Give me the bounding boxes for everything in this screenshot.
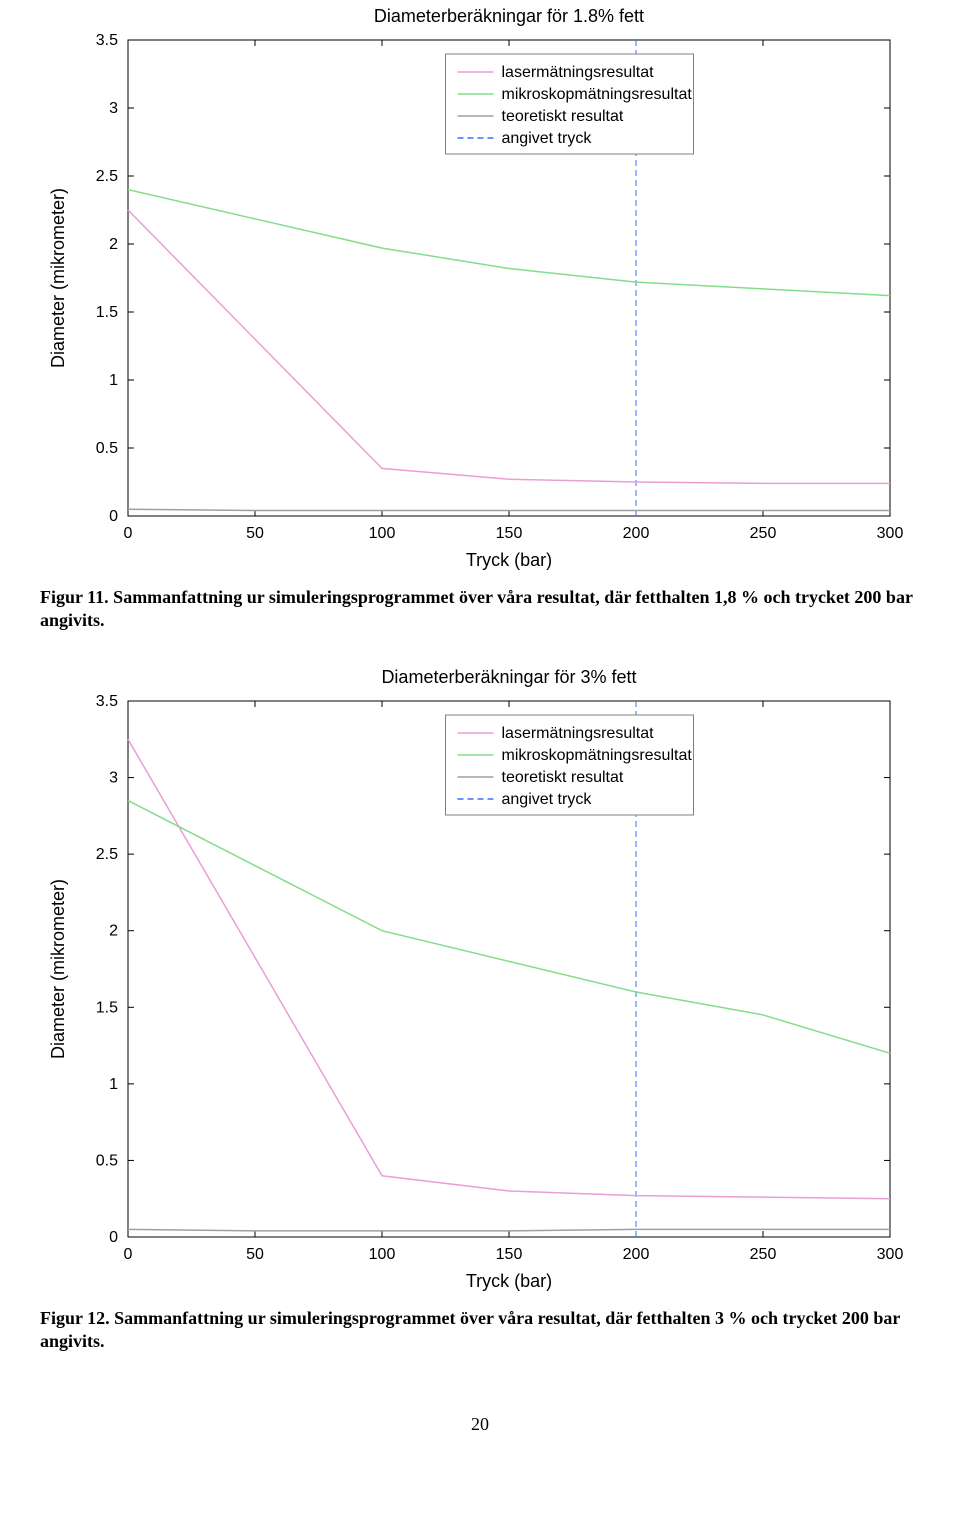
svg-text:250: 250 bbox=[750, 525, 777, 542]
svg-text:150: 150 bbox=[496, 1246, 523, 1263]
chart-2-caption: Figur 12. Sammanfattning ur simuleringsp… bbox=[40, 1307, 920, 1354]
svg-text:mikroskopmätningsresultat: mikroskopmätningsresultat bbox=[502, 86, 693, 103]
svg-text:Tryck (bar): Tryck (bar) bbox=[466, 550, 552, 570]
svg-text:1: 1 bbox=[109, 372, 118, 389]
svg-text:150: 150 bbox=[496, 525, 523, 542]
svg-text:0: 0 bbox=[109, 1229, 118, 1246]
svg-text:2: 2 bbox=[109, 236, 118, 253]
svg-text:teoretiskt resultat: teoretiskt resultat bbox=[502, 108, 624, 125]
chart-1-caption: Figur 11. Sammanfattning ur simuleringsp… bbox=[40, 586, 920, 633]
svg-text:1: 1 bbox=[109, 1076, 118, 1093]
svg-text:100: 100 bbox=[369, 1246, 396, 1263]
svg-text:250: 250 bbox=[750, 1246, 777, 1263]
svg-text:0.5: 0.5 bbox=[96, 440, 118, 457]
svg-text:50: 50 bbox=[246, 1246, 264, 1263]
svg-text:mikroskopmätningsresultat: mikroskopmätningsresultat bbox=[502, 747, 693, 764]
svg-text:200: 200 bbox=[623, 525, 650, 542]
svg-text:100: 100 bbox=[369, 525, 396, 542]
svg-text:3: 3 bbox=[109, 769, 118, 786]
svg-text:0: 0 bbox=[109, 508, 118, 525]
svg-text:2.5: 2.5 bbox=[96, 846, 118, 863]
svg-text:Diameterberäkningar för 3% fet: Diameterberäkningar för 3% fett bbox=[381, 667, 636, 687]
svg-text:300: 300 bbox=[877, 1246, 904, 1263]
svg-text:3.5: 3.5 bbox=[96, 693, 118, 710]
svg-text:200: 200 bbox=[623, 1246, 650, 1263]
chart-2: 0 50 100 150 200 250 300 0 0.5 1 1.5 2 2.5 3 3.5 Diamet… bbox=[40, 661, 920, 1301]
svg-text:0.5: 0.5 bbox=[96, 1152, 118, 1169]
svg-text:50: 50 bbox=[246, 525, 264, 542]
chart-1: 0 50 100 150 200 250 300 0 0.5 1 1.5 2 2.5 3 3.5 Diamet… bbox=[40, 0, 920, 580]
svg-text:lasermätningsresultat: lasermätningsresultat bbox=[502, 725, 655, 742]
svg-text:angivet tryck: angivet tryck bbox=[502, 791, 593, 808]
svg-text:Tryck (bar): Tryck (bar) bbox=[466, 1271, 552, 1291]
svg-text:0: 0 bbox=[124, 525, 133, 542]
svg-text:3: 3 bbox=[109, 100, 118, 117]
svg-text:3.5: 3.5 bbox=[96, 32, 118, 49]
svg-text:1.5: 1.5 bbox=[96, 999, 118, 1016]
svg-text:Diameterberäkningar för 1.8% f: Diameterberäkningar för 1.8% fett bbox=[374, 6, 644, 26]
svg-text:1.5: 1.5 bbox=[96, 304, 118, 321]
svg-text:Diameter (mikrometer): Diameter (mikrometer) bbox=[48, 879, 68, 1059]
svg-text:angivet tryck: angivet tryck bbox=[502, 130, 593, 147]
svg-text:lasermätningsresultat: lasermätningsresultat bbox=[502, 64, 655, 81]
chart-2-svg: 0 50 100 150 200 250 300 0 0.5 1 1.5 2 2.5 3 3.5 Diamet… bbox=[40, 661, 920, 1301]
page-number: 20 bbox=[40, 1414, 920, 1435]
svg-text:2: 2 bbox=[109, 922, 118, 939]
svg-text:300: 300 bbox=[877, 525, 904, 542]
svg-text:0: 0 bbox=[124, 1246, 133, 1263]
svg-text:Diameter (mikrometer): Diameter (mikrometer) bbox=[48, 188, 68, 368]
svg-text:2.5: 2.5 bbox=[96, 168, 118, 185]
chart-1-svg: 0 50 100 150 200 250 300 0 0.5 1 1.5 2 2.5 3 3.5 Diamet… bbox=[40, 0, 920, 580]
svg-text:teoretiskt resultat: teoretiskt resultat bbox=[502, 769, 624, 786]
